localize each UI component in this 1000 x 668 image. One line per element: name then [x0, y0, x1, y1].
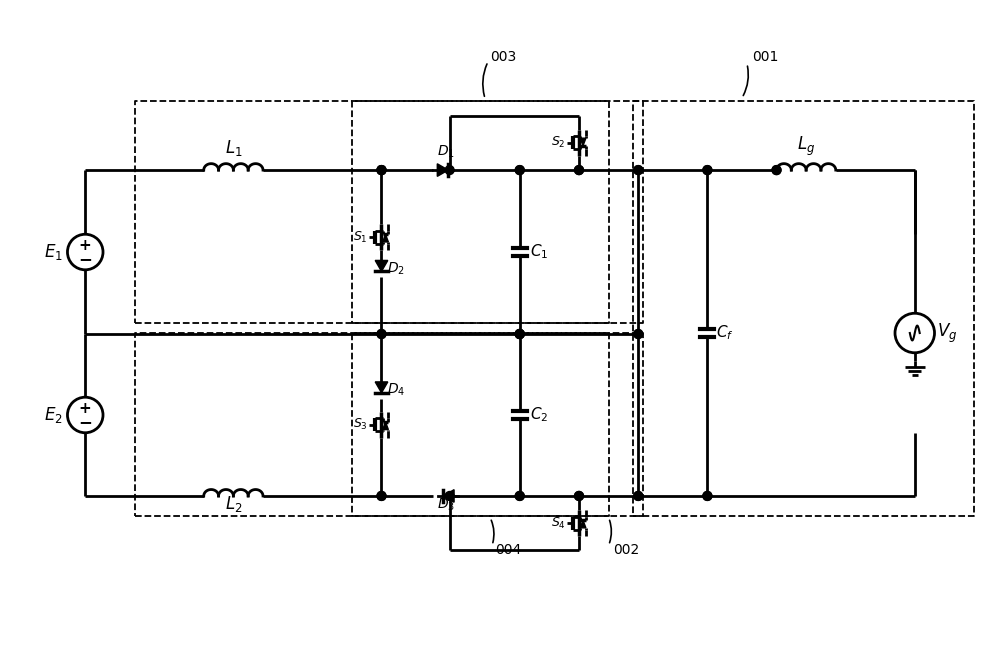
Text: $D_4$: $D_4$	[387, 382, 406, 399]
Circle shape	[515, 329, 524, 339]
Circle shape	[515, 329, 524, 339]
Circle shape	[634, 166, 643, 174]
Text: +: +	[79, 401, 92, 415]
Polygon shape	[375, 382, 388, 393]
Circle shape	[377, 492, 386, 500]
Polygon shape	[580, 520, 586, 528]
Text: $S_1$: $S_1$	[353, 230, 368, 244]
Circle shape	[575, 492, 583, 500]
Circle shape	[515, 329, 524, 339]
Circle shape	[634, 492, 643, 500]
Circle shape	[377, 166, 386, 174]
Circle shape	[703, 492, 712, 500]
Text: 004: 004	[495, 543, 521, 557]
Text: $V_g$: $V_g$	[937, 321, 958, 345]
Polygon shape	[383, 234, 388, 242]
Circle shape	[515, 329, 524, 339]
Circle shape	[515, 492, 524, 500]
Circle shape	[515, 166, 524, 174]
Polygon shape	[437, 164, 448, 176]
Circle shape	[575, 166, 583, 174]
Text: $D_2$: $D_2$	[387, 261, 405, 277]
Circle shape	[634, 329, 643, 339]
Text: +: +	[79, 238, 92, 253]
Circle shape	[703, 492, 712, 500]
Text: $C_2$: $C_2$	[530, 405, 548, 424]
Text: $L_g$: $L_g$	[797, 135, 815, 158]
Circle shape	[703, 166, 712, 174]
Polygon shape	[443, 490, 454, 502]
Circle shape	[377, 166, 386, 174]
Text: $D_3$: $D_3$	[437, 496, 455, 513]
Circle shape	[703, 166, 712, 174]
Text: $E_1$: $E_1$	[44, 242, 63, 262]
Circle shape	[515, 492, 524, 500]
Text: $L_2$: $L_2$	[225, 494, 242, 514]
Circle shape	[575, 492, 583, 500]
Circle shape	[445, 492, 454, 500]
Circle shape	[377, 166, 386, 174]
Circle shape	[575, 166, 583, 174]
Text: $S_4$: $S_4$	[551, 516, 566, 530]
Circle shape	[377, 329, 386, 339]
Polygon shape	[383, 422, 388, 430]
Text: $S_3$: $S_3$	[353, 418, 368, 432]
Text: 002: 002	[614, 543, 640, 557]
Text: $S_2$: $S_2$	[551, 136, 566, 150]
Circle shape	[772, 166, 781, 174]
Text: $L_1$: $L_1$	[225, 138, 242, 158]
Circle shape	[772, 166, 781, 174]
Polygon shape	[580, 138, 586, 146]
Text: −: −	[78, 250, 92, 268]
Polygon shape	[375, 261, 388, 271]
Text: $C_f$: $C_f$	[716, 324, 734, 343]
Circle shape	[377, 492, 386, 500]
Circle shape	[634, 329, 643, 339]
Circle shape	[377, 329, 386, 339]
Text: 001: 001	[752, 49, 778, 63]
Circle shape	[515, 166, 524, 174]
Circle shape	[445, 166, 454, 174]
Circle shape	[634, 492, 643, 500]
Circle shape	[634, 166, 643, 174]
Text: $D_1$: $D_1$	[437, 144, 455, 160]
Text: $C_1$: $C_1$	[530, 242, 548, 261]
Text: −: −	[78, 413, 92, 431]
Text: 003: 003	[490, 49, 516, 63]
Text: $E_2$: $E_2$	[44, 405, 63, 425]
